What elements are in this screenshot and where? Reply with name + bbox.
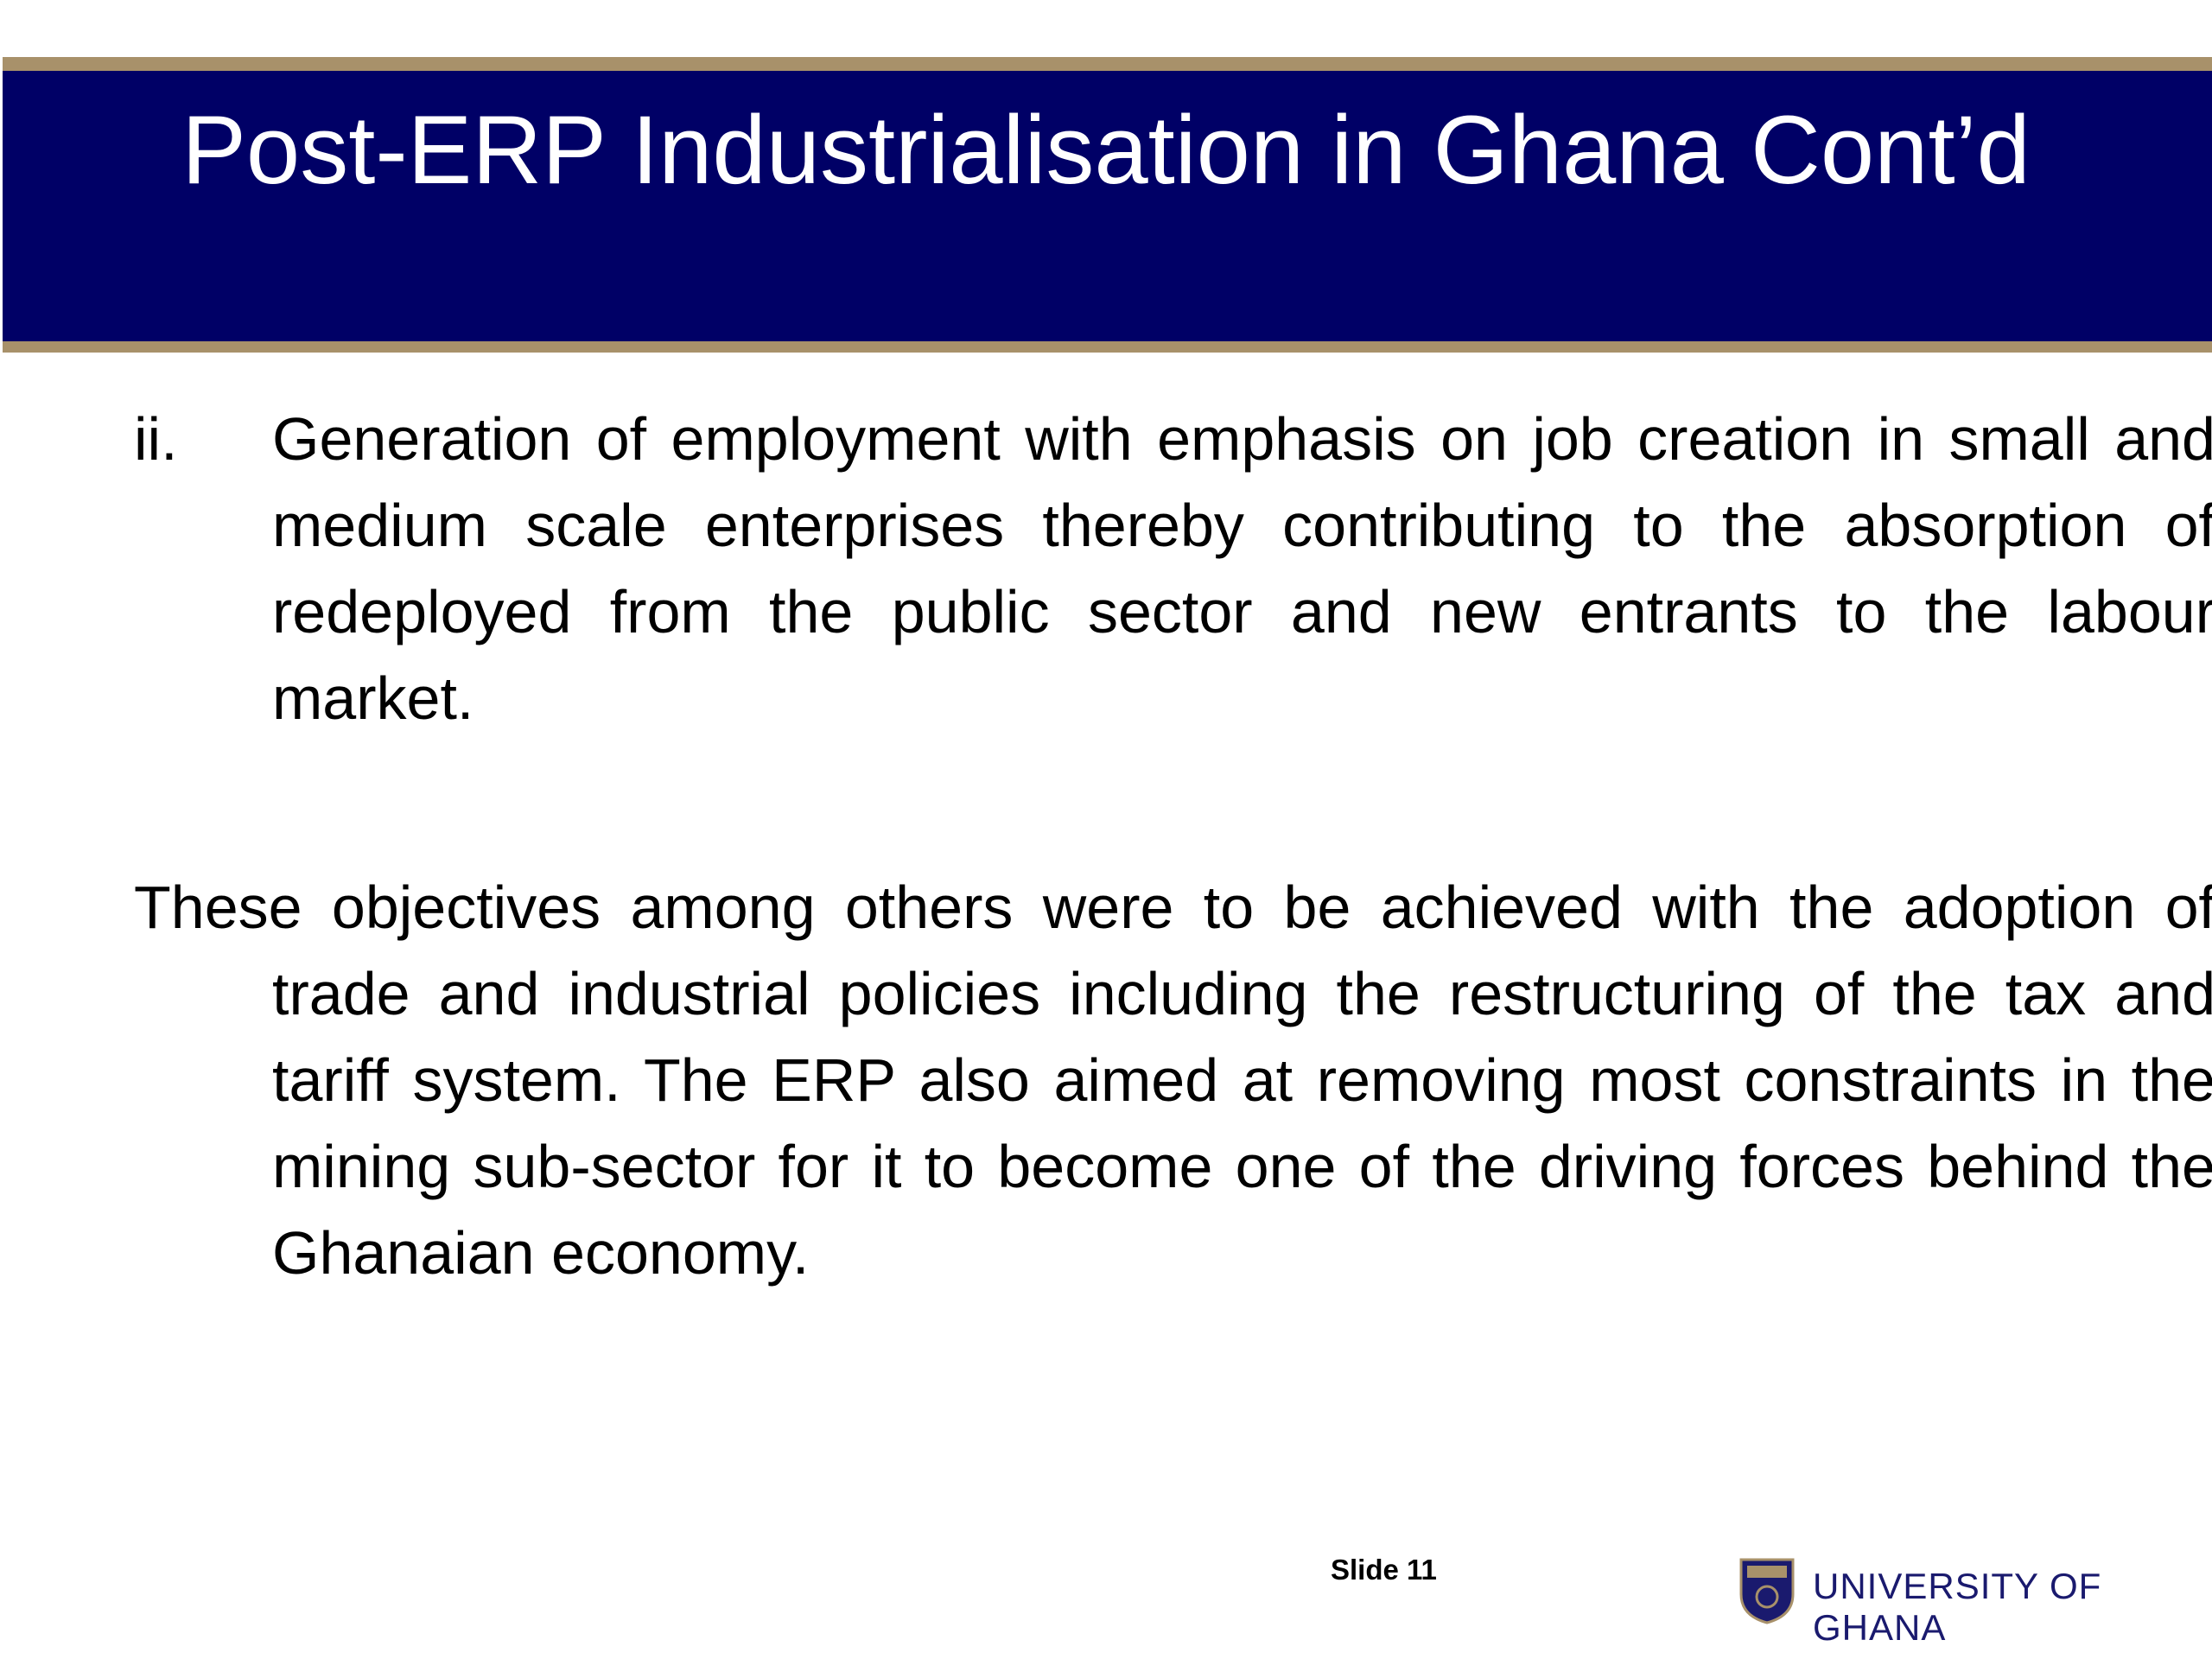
paragraph: These objectives among others were to be… bbox=[134, 874, 2212, 1287]
accent-line bbox=[3, 341, 2212, 353]
logo bbox=[1739, 1558, 1795, 1624]
brand-name: UNIVERSITY OF GHANA bbox=[1813, 1566, 2102, 1648]
list-text: Generation of employment with emphasis o… bbox=[272, 405, 2212, 732]
header-band bbox=[3, 71, 2212, 341]
title: Post-ERP Industrialisation in Ghana Cont… bbox=[181, 96, 2031, 204]
list-item: ii. Generation of employment with emphas… bbox=[134, 396, 2212, 741]
list-marker: ii. bbox=[134, 405, 178, 473]
slide-number: Slide 11 bbox=[1331, 1554, 1437, 1586]
accent-line bbox=[3, 57, 2212, 71]
